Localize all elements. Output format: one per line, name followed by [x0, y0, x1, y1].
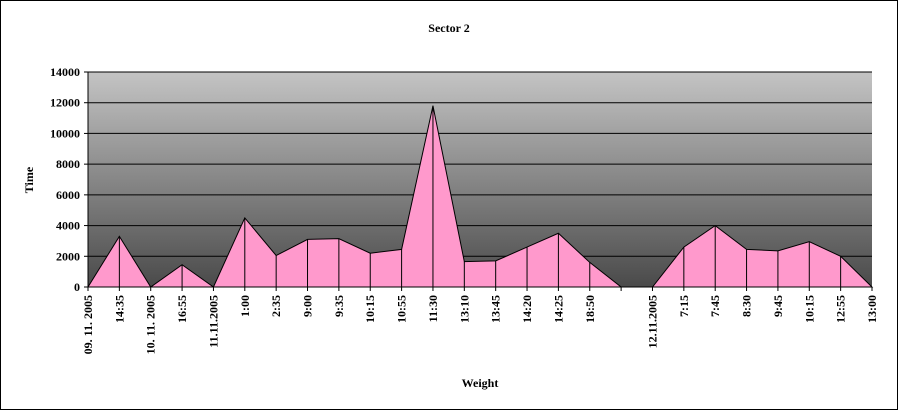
x-tick-label: 14:35	[112, 295, 126, 323]
y-tick-label: 14000	[50, 65, 80, 79]
x-tick-label: 14:25	[551, 295, 565, 323]
y-tick-label: 8000	[56, 157, 80, 171]
x-tick-label: 14:20	[520, 295, 534, 323]
y-tick-label: 12000	[50, 96, 80, 110]
x-tick-label: 12.11.2005	[645, 295, 659, 348]
y-tick-label: 0	[74, 280, 80, 294]
x-tick-label: 18:50	[583, 295, 597, 323]
x-tick-label: 9:35	[332, 295, 346, 317]
x-axis-label: Weight	[462, 376, 499, 390]
x-tick-label: 2:35	[269, 295, 283, 317]
x-tick-label: 13:00	[865, 295, 879, 323]
x-tick-label: 13:45	[489, 295, 503, 323]
x-tick-label: 7:45	[708, 295, 722, 317]
x-tick-label: 10:15	[802, 295, 816, 323]
x-tick-label: 16:55	[175, 295, 189, 323]
y-tick-label: 6000	[56, 188, 80, 202]
x-tick-label: 10:15	[363, 295, 377, 323]
x-tick-label: 10. 11. 2005	[144, 295, 158, 354]
x-tick-label: 11:30	[426, 295, 440, 322]
x-tick-label: 9:45	[771, 295, 785, 317]
x-tick-label: 10:55	[395, 295, 409, 323]
x-tick-label: 7:15	[677, 295, 691, 317]
x-tick-label: 11.11.2005	[206, 295, 220, 348]
x-tick-label: 12:55	[834, 295, 848, 323]
y-axis-label: Time	[22, 166, 36, 193]
x-tick-label: 8:30	[740, 295, 754, 317]
x-tick-label: 13:10	[457, 295, 471, 323]
y-tick-label: 2000	[56, 249, 80, 263]
chart-title: Sector 2	[428, 21, 469, 35]
x-tick-label: 1:00	[238, 295, 252, 317]
y-tick-label: 10000	[50, 126, 80, 140]
x-tick-label: 09. 11. 2005	[81, 295, 95, 354]
y-tick-label: 4000	[56, 219, 80, 233]
x-tick-label: 9:00	[301, 295, 315, 317]
